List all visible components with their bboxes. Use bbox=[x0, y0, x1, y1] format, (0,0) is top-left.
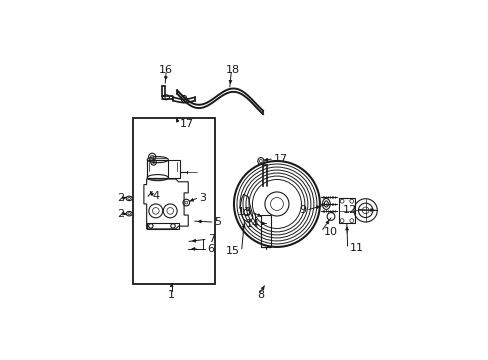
Bar bbox=[133, 118, 214, 284]
Text: 17: 17 bbox=[180, 118, 194, 129]
Text: 9: 9 bbox=[298, 204, 305, 215]
Text: 2: 2 bbox=[117, 193, 124, 203]
Bar bbox=[147, 159, 168, 177]
Text: 1: 1 bbox=[168, 290, 175, 300]
Ellipse shape bbox=[147, 157, 168, 163]
Text: 11: 11 bbox=[349, 243, 363, 253]
Text: 16: 16 bbox=[159, 64, 173, 75]
Text: 7: 7 bbox=[207, 234, 214, 244]
Bar bbox=[260, 215, 271, 247]
Text: 3: 3 bbox=[199, 193, 206, 203]
Text: 17: 17 bbox=[273, 154, 287, 164]
Text: 2: 2 bbox=[117, 209, 124, 219]
Text: 8: 8 bbox=[256, 290, 264, 300]
Text: 6: 6 bbox=[207, 244, 214, 254]
Text: 12: 12 bbox=[343, 204, 357, 215]
Bar bbox=[339, 198, 354, 223]
Text: 14: 14 bbox=[245, 219, 260, 229]
Text: 13: 13 bbox=[237, 207, 251, 217]
Bar bbox=[146, 160, 180, 177]
Bar bbox=[146, 223, 178, 229]
Text: 10: 10 bbox=[324, 227, 337, 237]
Text: 18: 18 bbox=[225, 64, 239, 75]
Text: 5: 5 bbox=[214, 217, 221, 227]
Text: 4: 4 bbox=[152, 191, 159, 201]
Text: 15: 15 bbox=[225, 246, 240, 256]
